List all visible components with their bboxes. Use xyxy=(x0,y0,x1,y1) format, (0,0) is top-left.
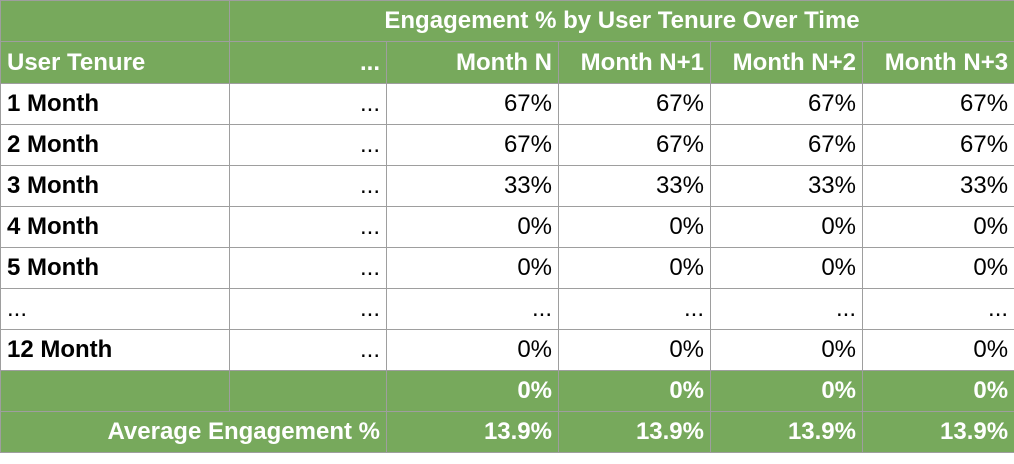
value-cell[interactable]: 0% xyxy=(558,206,711,248)
value-cell[interactable]: 0% xyxy=(710,247,863,289)
average-label[interactable]: Average Engagement % xyxy=(0,411,387,453)
table-row: 2 Month ... 67% 67% 67% 67% xyxy=(0,124,1014,166)
totals-blank-cell[interactable] xyxy=(0,370,230,412)
value-cell[interactable]: ... xyxy=(861,288,1014,330)
gap-cell[interactable]: ... xyxy=(229,206,387,248)
title-row: Engagement % by User Tenure Over Time xyxy=(0,0,1014,42)
gap-cell[interactable]: ... xyxy=(229,329,387,371)
value-cell[interactable]: 67% xyxy=(386,124,559,166)
value-cell[interactable]: 0% xyxy=(386,247,559,289)
table-row: 4 Month ... 0% 0% 0% 0% xyxy=(0,206,1014,248)
table-row: 5 Month ... 0% 0% 0% 0% xyxy=(0,247,1014,289)
table-row: 1 Month ... 67% 67% 67% 67% xyxy=(0,83,1014,125)
table-row: 3 Month ... 33% 33% 33% 33% xyxy=(0,165,1014,207)
value-cell[interactable]: 33% xyxy=(710,165,863,207)
tenure-cell[interactable]: 3 Month xyxy=(0,165,230,207)
tenure-cell[interactable]: 12 Month xyxy=(0,329,230,371)
header-month-n1[interactable]: Month N+1 xyxy=(558,41,711,84)
gap-cell[interactable]: ... xyxy=(229,247,387,289)
tenure-cell[interactable]: 1 Month xyxy=(0,83,230,125)
total-cell[interactable]: 0% xyxy=(861,370,1014,412)
value-cell[interactable]: 67% xyxy=(710,124,863,166)
average-cell[interactable]: 13.9% xyxy=(386,411,559,453)
header-blank-cell[interactable] xyxy=(0,0,230,42)
column-header-row: User Tenure ... Month N Month N+1 Month … xyxy=(0,41,1014,84)
gap-cell[interactable]: ... xyxy=(229,288,387,330)
value-cell[interactable]: 67% xyxy=(386,83,559,125)
value-cell[interactable]: 0% xyxy=(386,329,559,371)
value-cell[interactable]: 33% xyxy=(386,165,559,207)
value-cell[interactable]: ... xyxy=(386,288,559,330)
average-cell[interactable]: 13.9% xyxy=(710,411,863,453)
value-cell[interactable]: ... xyxy=(710,288,863,330)
gap-cell[interactable]: ... xyxy=(229,124,387,166)
value-cell[interactable]: 0% xyxy=(861,247,1014,289)
totals-row: 0% 0% 0% 0% xyxy=(0,370,1014,412)
totals-blank-cell[interactable] xyxy=(229,370,387,412)
value-cell[interactable]: 0% xyxy=(861,206,1014,248)
gap-cell[interactable]: ... xyxy=(229,83,387,125)
value-cell[interactable]: 67% xyxy=(710,83,863,125)
value-cell[interactable]: 0% xyxy=(710,329,863,371)
table-title[interactable]: Engagement % by User Tenure Over Time xyxy=(228,0,1014,42)
value-cell[interactable]: 0% xyxy=(558,247,711,289)
value-cell[interactable]: 0% xyxy=(558,329,711,371)
header-month-n3[interactable]: Month N+3 xyxy=(861,41,1014,84)
gap-cell[interactable]: ... xyxy=(229,165,387,207)
value-cell[interactable]: 33% xyxy=(558,165,711,207)
total-cell[interactable]: 0% xyxy=(558,370,711,412)
value-cell[interactable]: 67% xyxy=(861,83,1014,125)
header-month-n[interactable]: Month N xyxy=(386,41,559,84)
header-ellipsis[interactable]: ... xyxy=(229,41,387,84)
average-cell[interactable]: 13.9% xyxy=(558,411,711,453)
total-cell[interactable]: 0% xyxy=(386,370,559,412)
value-cell[interactable]: 67% xyxy=(558,83,711,125)
tenure-cell[interactable]: 2 Month xyxy=(0,124,230,166)
value-cell[interactable]: 0% xyxy=(861,329,1014,371)
value-cell[interactable]: 67% xyxy=(861,124,1014,166)
engagement-table: Engagement % by User Tenure Over Time Us… xyxy=(0,0,1014,453)
table-row: 12 Month ... 0% 0% 0% 0% xyxy=(0,329,1014,371)
tenure-cell[interactable]: 4 Month xyxy=(0,206,230,248)
total-cell[interactable]: 0% xyxy=(710,370,863,412)
average-row: Average Engagement % 13.9% 13.9% 13.9% 1… xyxy=(0,411,1014,453)
header-user-tenure[interactable]: User Tenure xyxy=(0,41,230,84)
average-cell[interactable]: 13.9% xyxy=(861,411,1014,453)
value-cell[interactable]: 0% xyxy=(710,206,863,248)
tenure-cell[interactable]: 5 Month xyxy=(0,247,230,289)
tenure-cell[interactable]: ... xyxy=(0,288,230,330)
table-row: ... ... ... ... ... ... xyxy=(0,288,1014,330)
value-cell[interactable]: 0% xyxy=(386,206,559,248)
header-month-n2[interactable]: Month N+2 xyxy=(710,41,863,84)
value-cell[interactable]: 33% xyxy=(861,165,1014,207)
value-cell[interactable]: ... xyxy=(558,288,711,330)
value-cell[interactable]: 67% xyxy=(558,124,711,166)
